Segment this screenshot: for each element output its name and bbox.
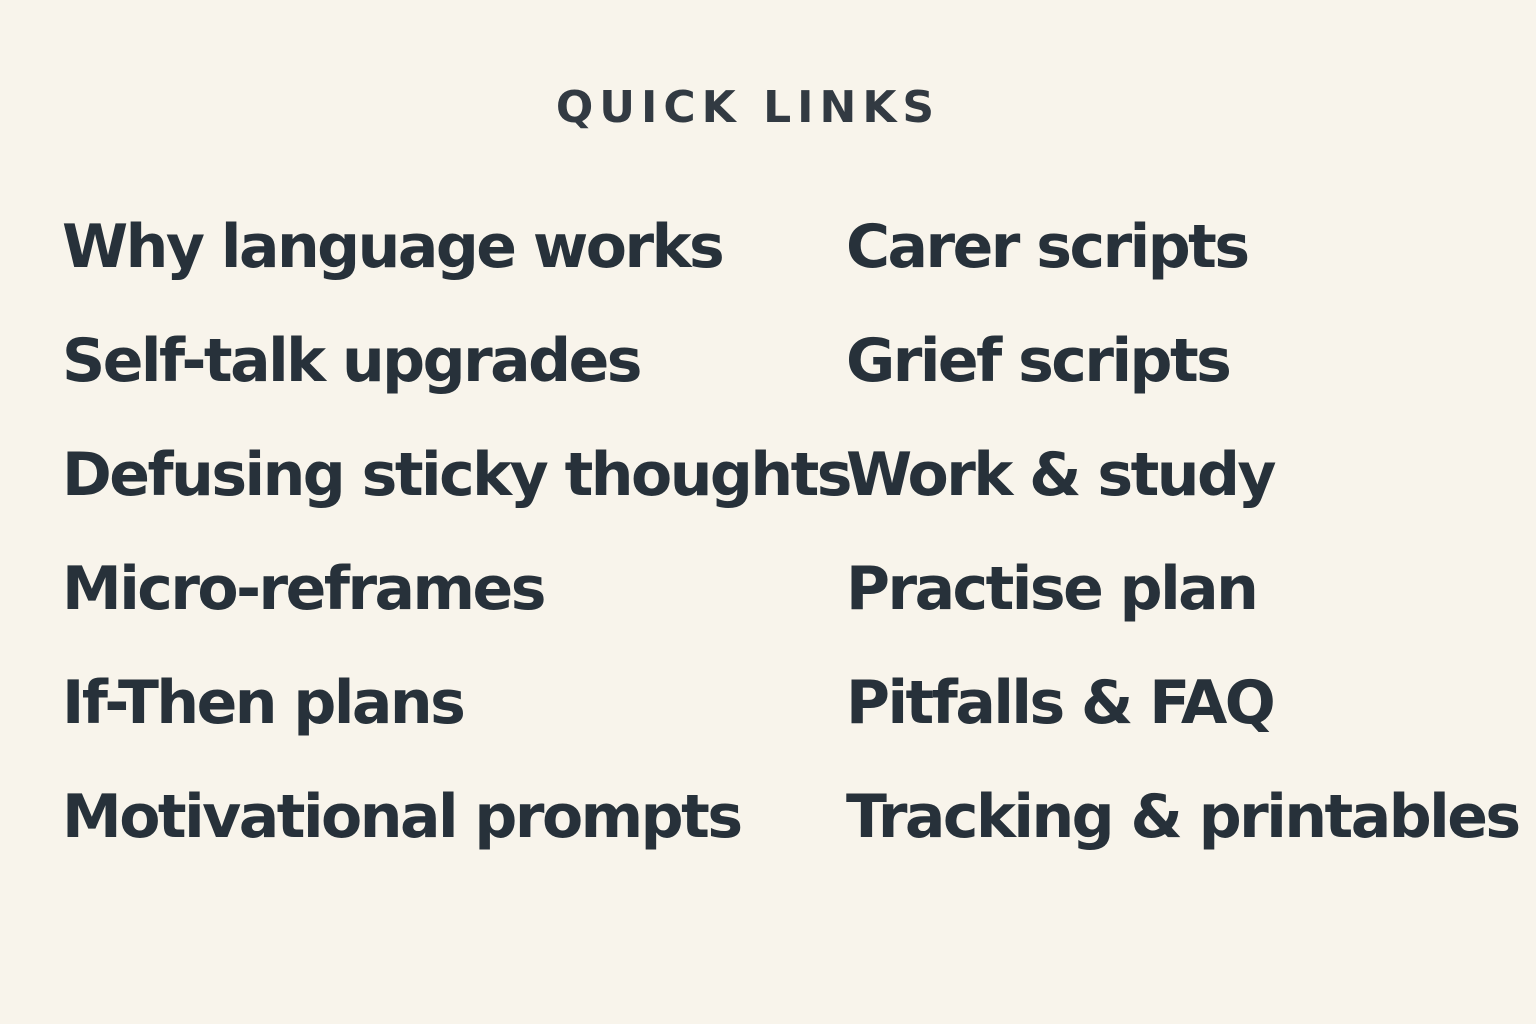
link-practise-plan[interactable]: Practise plan (846, 554, 1259, 624)
link-micro-reframes[interactable]: Micro-reframes (62, 554, 546, 624)
link-if-then-plans[interactable]: If-Then plans (62, 668, 466, 738)
link-grief-scripts[interactable]: Grief scripts (846, 326, 1232, 396)
link-motivational-prompts[interactable]: Motivational prompts (62, 782, 743, 852)
quick-links-heading: QUICK LINKS (555, 82, 941, 133)
link-defusing-sticky-thoughts[interactable]: Defusing sticky thoughts (62, 440, 852, 510)
link-work-and-study[interactable]: Work & study (846, 440, 1277, 510)
link-pitfalls-and-faq[interactable]: Pitfalls & FAQ (846, 668, 1276, 738)
link-carer-scripts[interactable]: Carer scripts (846, 212, 1250, 282)
link-why-language-works[interactable]: Why language works (62, 212, 725, 282)
link-tracking-and-printables[interactable]: Tracking & printables (846, 782, 1521, 852)
link-self-talk-upgrades[interactable]: Self-talk upgrades (62, 326, 643, 396)
quick-links-grid: Why language works Carer scripts Self-ta… (62, 212, 1521, 896)
